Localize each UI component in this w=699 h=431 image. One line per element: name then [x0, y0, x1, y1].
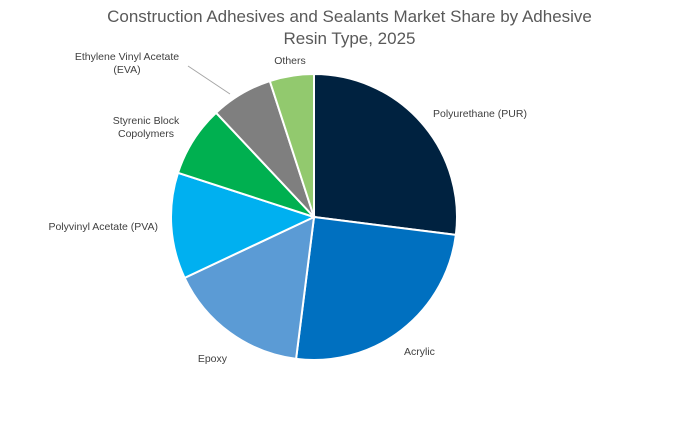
- chart-title-line-1: Construction Adhesives and Sealants Mark…: [107, 7, 592, 26]
- slice-label: Ethylene Vinyl Acetate (EVA): [75, 51, 179, 76]
- pie-slice-others: [268, 72, 315, 218]
- slice-label: Others: [274, 55, 306, 67]
- slice-label: Acrylic: [404, 346, 435, 358]
- slice-label: Styrenic Block Copolymers: [113, 115, 180, 140]
- pie-slice-polyvinyl-acetate-pva: [170, 171, 317, 280]
- chart-title-line-2: Resin Type, 2025: [283, 29, 416, 48]
- leader-line: [187, 65, 231, 95]
- pie-slice-acrylic: [294, 215, 457, 361]
- slice-label: Epoxy: [198, 353, 228, 365]
- pie-slice-epoxy: [183, 215, 316, 360]
- slice-label: Polyvinyl Acetate (PVA): [48, 221, 158, 233]
- pie-slice-polyurethane-pur: [313, 72, 458, 237]
- slice-label: Polyurethane (PUR): [433, 108, 527, 120]
